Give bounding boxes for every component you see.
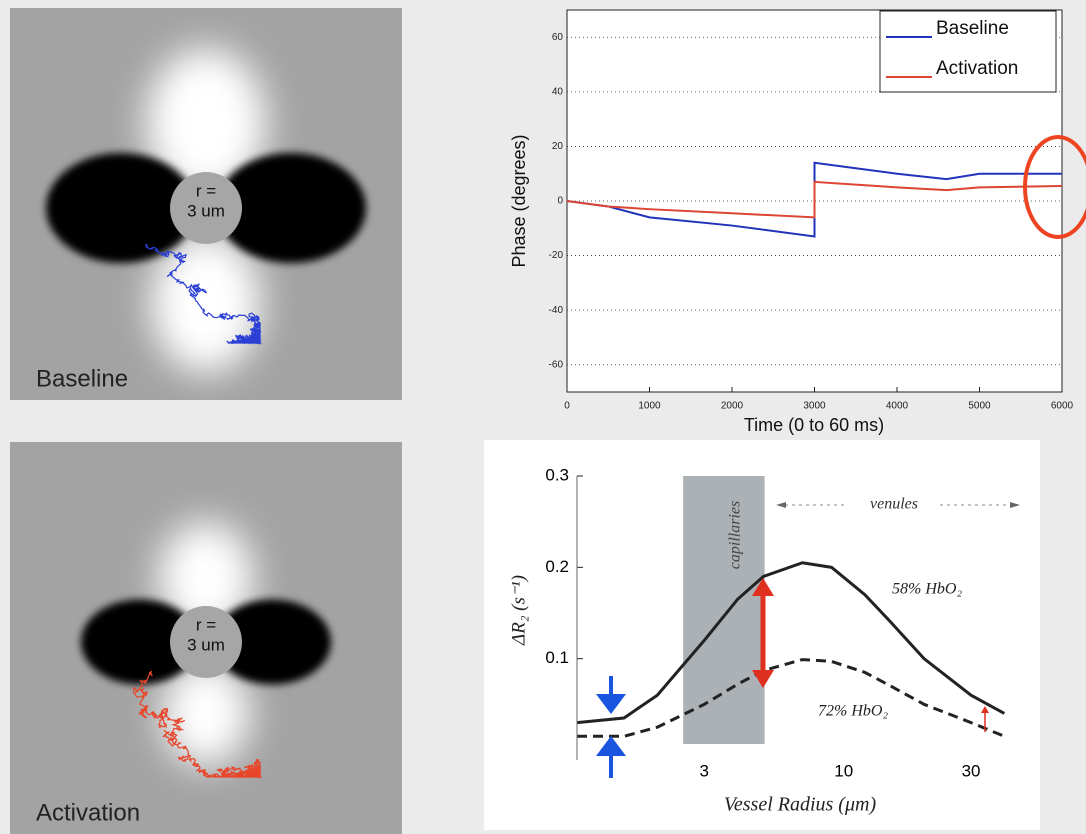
x-axis-label: Time (0 to 60 ms) <box>744 415 884 435</box>
series-label: 72% HbO₂ <box>818 703 888 720</box>
bright-lobe <box>158 522 254 635</box>
arrow-head <box>1010 502 1020 508</box>
x-tick-label: 3000 <box>803 401 826 412</box>
arrow-head <box>981 706 989 713</box>
x-tick-label: 4000 <box>886 401 909 412</box>
y-tick-label: 0.1 <box>545 648 569 667</box>
series-label: 58% HbO₂ <box>892 581 962 598</box>
y-tick-label: -20 <box>549 250 564 261</box>
panel-label: Activation <box>36 799 140 826</box>
series-line <box>576 561 1006 725</box>
x-tick-label: 6000 <box>1051 401 1074 412</box>
y-axis-label: ΔR₂ (s⁻¹) <box>508 575 529 646</box>
arrow-head <box>596 694 626 714</box>
bright-lobe <box>162 660 250 766</box>
x-tick-label: 5000 <box>968 401 991 412</box>
x-tick-label: 1000 <box>638 401 661 412</box>
capillary-band <box>683 476 765 744</box>
radius-label: r = <box>196 615 216 634</box>
y-axis-label: Phase (degrees) <box>509 134 529 267</box>
bright-lobe <box>151 233 261 373</box>
series-line <box>566 180 1063 219</box>
x-axis-label: Vessel Radius (μm) <box>724 794 877 816</box>
x-tick-label: 10 <box>834 761 853 780</box>
dark-lobe <box>46 153 196 263</box>
radius-label: 3 um <box>187 201 225 220</box>
y-tick-label: -60 <box>549 359 564 370</box>
x-tick-label: 0 <box>564 401 570 412</box>
arrow-head <box>776 502 786 508</box>
y-tick-label: 0 <box>557 196 563 207</box>
arrow-head <box>752 670 774 688</box>
x-tick-label: 3 <box>700 761 709 780</box>
series-line <box>577 658 1005 738</box>
simulation-panel: r =3 um Baseline <box>10 8 402 400</box>
series-line <box>566 161 1062 238</box>
legend-label: Activation <box>936 58 1018 79</box>
legend <box>879 10 1057 93</box>
bright-lobe <box>146 48 266 198</box>
arrow-head <box>596 736 626 756</box>
random-walk <box>144 244 263 346</box>
y-tick-label: 0.3 <box>545 465 569 484</box>
vessel <box>170 172 242 244</box>
y-tick-label: 60 <box>552 32 564 43</box>
legend-label: Baseline <box>936 18 1009 39</box>
x-tick-label: 30 <box>962 761 981 780</box>
dark-lobe <box>213 599 331 685</box>
random-walk <box>132 670 262 779</box>
radius-label: r = <box>196 181 216 200</box>
y-tick-label: -40 <box>549 305 564 316</box>
panel-label: Baseline <box>36 365 128 392</box>
y-tick-label: 40 <box>552 86 564 97</box>
annotation: venules <box>870 496 918 513</box>
field <box>10 8 402 400</box>
radius-label: 3 um <box>187 635 225 654</box>
dark-lobe <box>81 599 199 685</box>
highlight-circle <box>1023 135 1086 239</box>
field <box>10 442 402 834</box>
vessel <box>170 606 242 678</box>
annotation: capillaries <box>727 501 744 569</box>
simulation-panel: r =3 um Activation <box>10 442 402 834</box>
y-tick-label: 20 <box>552 141 564 152</box>
dark-lobe <box>216 153 366 263</box>
arrow-head <box>752 578 774 596</box>
x-tick-label: 2000 <box>721 401 744 412</box>
y-tick-label: 0.2 <box>545 557 569 576</box>
